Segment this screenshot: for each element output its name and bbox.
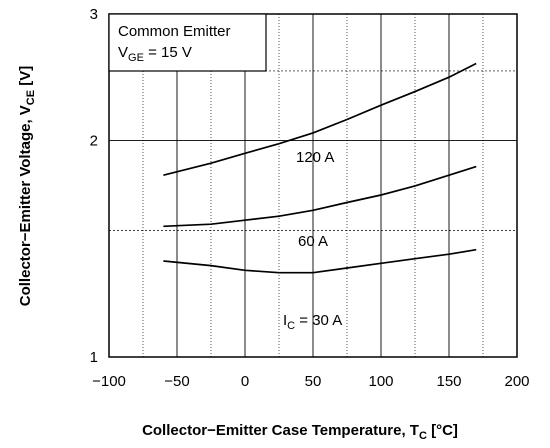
plot-frame (108, 13, 518, 358)
series-line-2 (163, 248, 477, 274)
x-axis-title-rest: [°C] (427, 422, 458, 439)
x-axis-title-sub: C (419, 430, 427, 442)
series-label-30a-sub: C (287, 320, 295, 332)
series-label-30a-i: I (283, 312, 287, 329)
tick-layer: −100 −50 0 50 100 150 200 1 2 3 (90, 6, 530, 390)
series-layer (163, 62, 477, 274)
x-tick-label: −100 (92, 373, 126, 390)
series-label-30a: IC = 30 A (283, 312, 342, 332)
y-tick-label: 3 (90, 6, 98, 23)
annotation-v: V (118, 44, 128, 61)
x-tick-label: 50 (305, 373, 322, 390)
y-axis-title: Collector−Emitter Voltage, VCE [V] (17, 66, 37, 306)
y-tick-label: 2 (90, 133, 98, 150)
x-axis-title: Collector−Emitter Case Temperature, TC [… (142, 422, 458, 442)
series-line-1 (163, 165, 477, 228)
y-tick-label: 1 (90, 349, 98, 366)
x-tick-label: −50 (164, 373, 189, 390)
series-label-30a-rest: = 30 A (295, 312, 342, 329)
x-tick-label: 100 (368, 373, 393, 390)
annotation-box (108, 13, 267, 72)
series-label-120a: 120 A (296, 149, 334, 166)
annotation-line-1: Common Emitter (118, 23, 231, 40)
series-line-0 (163, 62, 477, 177)
x-axis-title-main: Collector−Emitter Case Temperature, T (142, 422, 419, 439)
y-axis-title-rest: [V] (17, 66, 34, 90)
annotation-line-2: VGE = 15 V (118, 44, 192, 64)
y-axis-title-sub: CE (25, 90, 37, 105)
y-axis-title-main: Collector−Emitter Voltage, V (17, 105, 34, 306)
annotation-rest: = 15 V (144, 44, 192, 61)
series-label-60a: 60 A (298, 233, 328, 250)
x-tick-label: 200 (504, 373, 529, 390)
x-tick-label: 0 (241, 373, 249, 390)
annotation-sub: GE (128, 52, 144, 64)
x-tick-label: 150 (436, 373, 461, 390)
